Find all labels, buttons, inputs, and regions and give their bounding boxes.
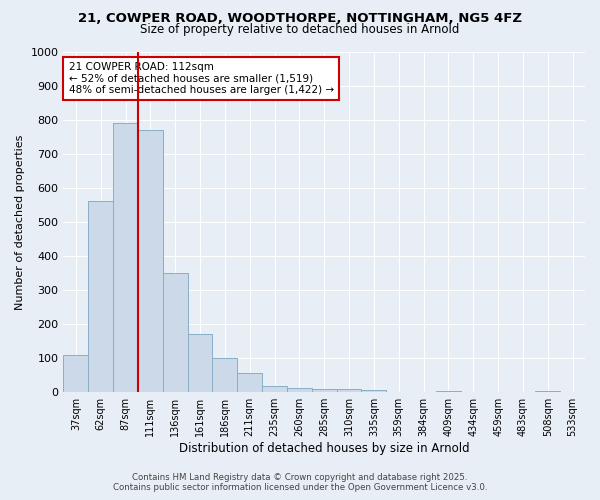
Bar [212,358,237,392]
X-axis label: Distribution of detached houses by size in Arnold: Distribution of detached houses by size … [179,442,470,455]
Bar [337,390,361,392]
Bar [436,390,461,392]
Bar [312,389,337,392]
Text: Contains HM Land Registry data © Crown copyright and database right 2025.
Contai: Contains HM Land Registry data © Crown c… [113,473,487,492]
Bar [188,334,212,392]
Text: 21, COWPER ROAD, WOODTHORPE, NOTTINGHAM, NG5 4FZ: 21, COWPER ROAD, WOODTHORPE, NOTTINGHAM,… [78,12,522,24]
Bar [138,130,163,392]
Bar [237,374,262,392]
Y-axis label: Number of detached properties: Number of detached properties [15,134,25,310]
Bar [88,202,113,392]
Bar [163,273,188,392]
Bar [361,390,386,392]
Bar [113,123,138,392]
Bar [64,354,88,392]
Bar [287,388,312,392]
Text: 21 COWPER ROAD: 112sqm
← 52% of detached houses are smaller (1,519)
48% of semi-: 21 COWPER ROAD: 112sqm ← 52% of detached… [68,62,334,95]
Text: Size of property relative to detached houses in Arnold: Size of property relative to detached ho… [140,22,460,36]
Bar [535,390,560,392]
Bar [262,386,287,392]
